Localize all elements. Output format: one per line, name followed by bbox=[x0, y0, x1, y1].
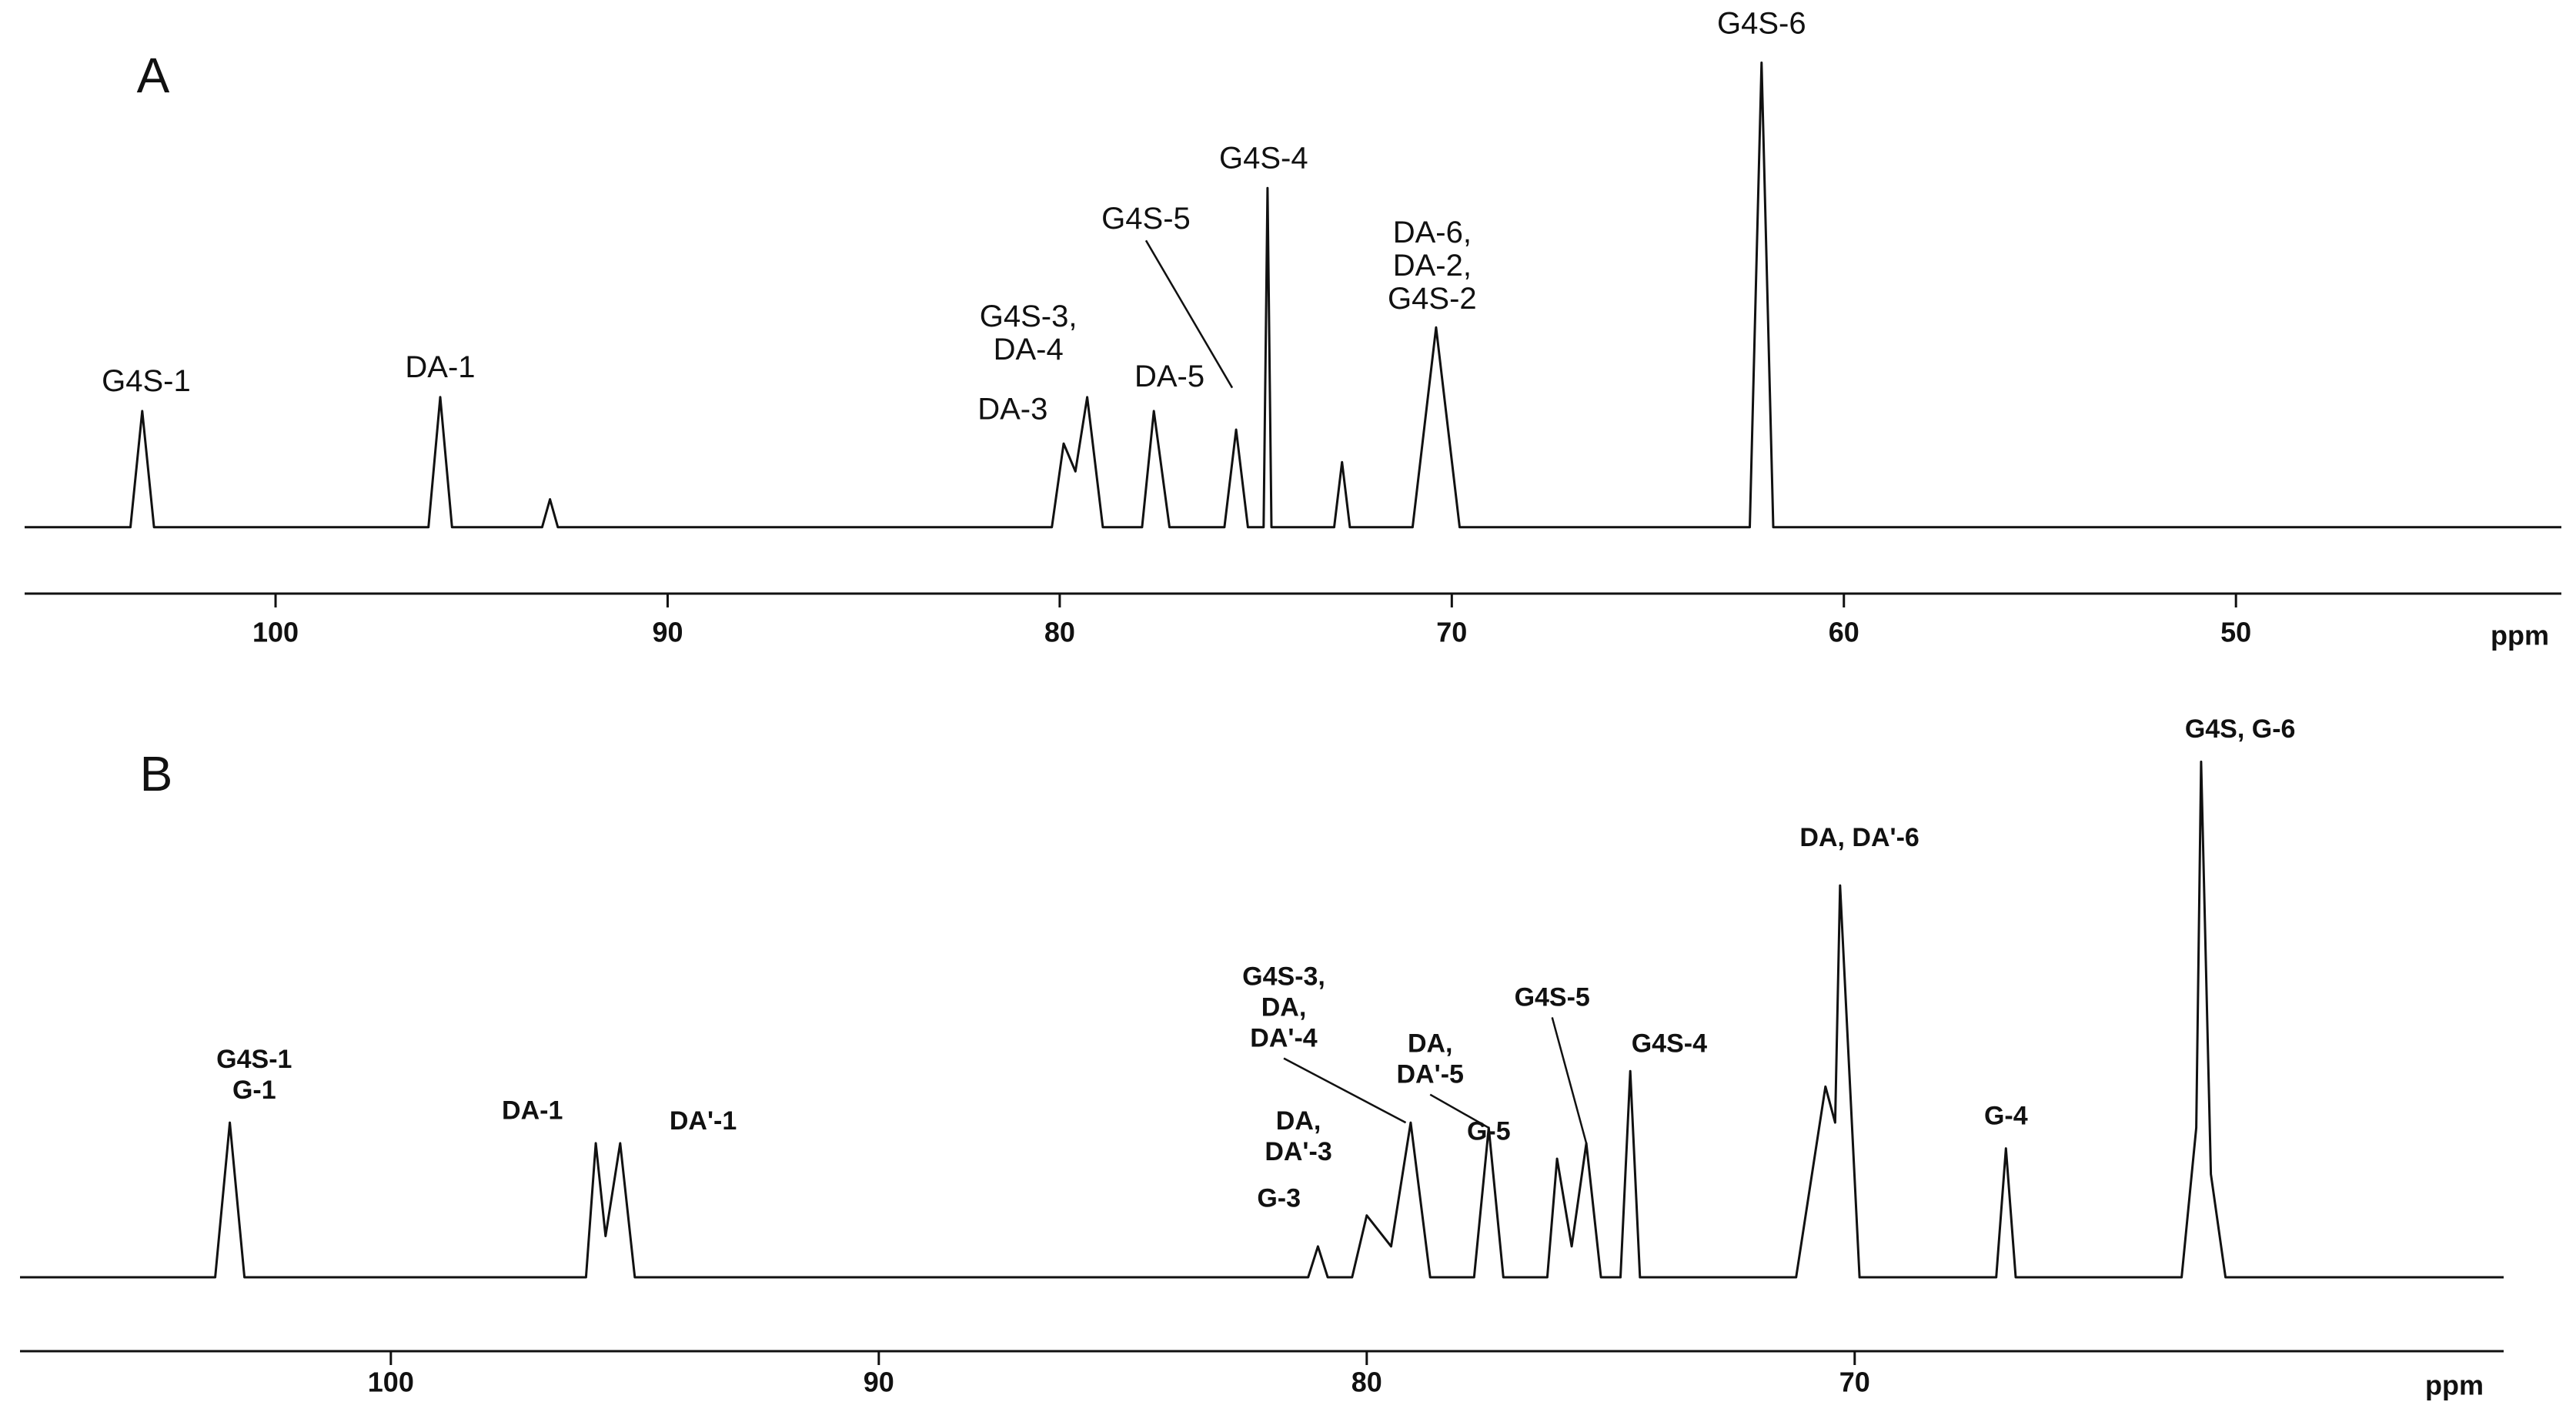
peak-label: DA'-4 bbox=[1250, 1024, 1318, 1053]
peak-label: DA, DA'-6 bbox=[1799, 823, 1919, 852]
peak-label: G4S-4 bbox=[1632, 1029, 1707, 1059]
peak-label: G4S-5 bbox=[1515, 982, 1590, 1012]
peak-label: G4S-4 bbox=[1219, 142, 1308, 176]
peak-label: DA'-5 bbox=[1397, 1060, 1464, 1089]
peak-label: DA'-3 bbox=[1265, 1137, 1331, 1166]
peak-label: G4S-1 bbox=[216, 1045, 292, 1074]
x-tick-label: 90 bbox=[864, 1367, 894, 1398]
peak-label: G4S-6 bbox=[1717, 7, 1806, 41]
peak-label: DA-4 bbox=[994, 333, 1064, 366]
peak-label: DA-6, bbox=[1393, 216, 1472, 249]
x-axis-label: ppm bbox=[2491, 620, 2549, 651]
peak-label: DA-2, bbox=[1393, 249, 1472, 283]
peak-label: DA, bbox=[1276, 1106, 1321, 1136]
label-connector bbox=[1144, 239, 1234, 389]
peak-label: DA-1 bbox=[502, 1096, 563, 1126]
peak-label: DA-3 bbox=[977, 392, 1047, 426]
peak-label: G-5 bbox=[1467, 1117, 1511, 1146]
x-tick-label: 70 bbox=[1436, 617, 1467, 648]
peak-label: G-4 bbox=[1984, 1101, 2028, 1130]
peak-label: DA-5 bbox=[1134, 360, 1204, 393]
peak-label: G-1 bbox=[232, 1076, 276, 1105]
x-tick-label: 70 bbox=[1839, 1367, 1870, 1398]
x-tick-label: 100 bbox=[252, 617, 299, 648]
panel-label: A bbox=[137, 48, 170, 103]
label-connector bbox=[1429, 1093, 1489, 1129]
x-tick-label: 60 bbox=[1829, 617, 1859, 648]
peak-label: G4S-3, bbox=[1242, 962, 1325, 992]
label-connector bbox=[1551, 1017, 1588, 1144]
x-tick-label: 80 bbox=[1351, 1367, 1382, 1398]
x-tick-label: 100 bbox=[368, 1367, 414, 1398]
peak-label: G4S-1 bbox=[102, 364, 191, 398]
x-axis-label: ppm bbox=[2425, 1370, 2484, 1401]
peak-label: G4S, G-6 bbox=[2185, 714, 2296, 744]
label-connector bbox=[1283, 1057, 1407, 1124]
peak-label: G4S-2 bbox=[1388, 282, 1477, 316]
peak-label: DA'-1 bbox=[670, 1106, 737, 1136]
spectrum-line bbox=[20, 760, 2504, 1279]
peak-label: DA-1 bbox=[405, 350, 475, 384]
peak-label: DA, bbox=[1261, 993, 1307, 1022]
x-tick-label: 90 bbox=[652, 617, 683, 648]
x-tick-label: 50 bbox=[2220, 617, 2251, 648]
peak-label: G4S-5 bbox=[1101, 202, 1191, 236]
panel-label: B bbox=[140, 746, 173, 801]
peak-label: DA, bbox=[1408, 1029, 1453, 1059]
peak-label: G-3 bbox=[1257, 1184, 1301, 1213]
peak-label: G4S-3, bbox=[980, 299, 1078, 333]
x-tick-label: 80 bbox=[1044, 617, 1075, 648]
spectrum-line bbox=[25, 61, 2561, 529]
